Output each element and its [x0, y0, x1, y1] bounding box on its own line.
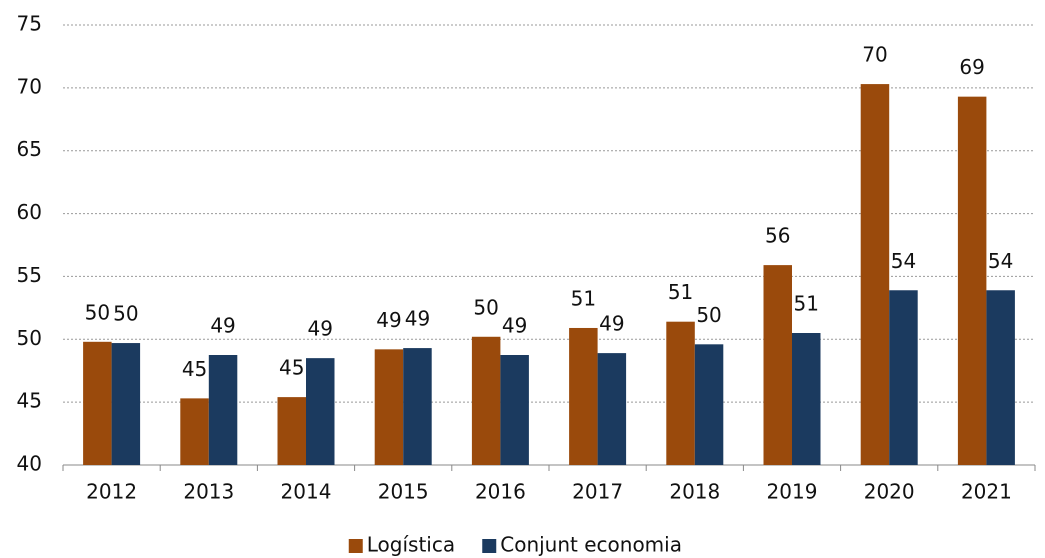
- y-tick-label: 75: [17, 12, 42, 36]
- bar: [957, 96, 987, 466]
- bar: [763, 265, 792, 465]
- bar: [208, 355, 238, 465]
- data-label: 49: [308, 317, 333, 341]
- y-tick-label: 70: [17, 74, 42, 98]
- x-tick-label: 2016: [475, 480, 526, 504]
- bar: [569, 327, 598, 465]
- bar: [111, 343, 141, 465]
- x-tick-label: 2021: [961, 480, 1012, 504]
- legend-label: Conjunt economia: [500, 533, 682, 557]
- legend-swatch: [348, 539, 363, 553]
- bar: [306, 358, 335, 465]
- bar: [471, 336, 501, 465]
- bar: [403, 348, 432, 465]
- y-tick-label: 65: [17, 137, 42, 161]
- bar: [889, 290, 918, 465]
- x-tick-label: 2020: [864, 480, 915, 504]
- bar: [180, 398, 209, 465]
- bar: [666, 321, 695, 465]
- bar: [694, 344, 724, 465]
- bar: [277, 397, 306, 465]
- y-tick-label: 50: [17, 326, 42, 350]
- data-label: 49: [502, 314, 527, 338]
- bar: [500, 355, 529, 465]
- bar: [83, 341, 112, 465]
- data-label: 45: [182, 357, 207, 381]
- data-label: 45: [279, 356, 304, 380]
- x-tick-label: 2015: [378, 480, 429, 504]
- y-tick-label: 60: [17, 200, 42, 224]
- data-label: 49: [599, 312, 624, 336]
- data-label: 49: [405, 307, 430, 331]
- data-label: 50: [85, 300, 110, 324]
- x-tick-label: 2018: [669, 480, 720, 504]
- data-label: 50: [696, 303, 721, 327]
- data-label: 49: [210, 314, 235, 338]
- x-tick-label: 2012: [86, 480, 137, 504]
- y-tick-label: 45: [17, 389, 42, 413]
- data-label: 51: [571, 286, 596, 310]
- data-label: 50: [113, 302, 138, 326]
- y-tick-label: 40: [17, 452, 42, 476]
- data-label: 70: [862, 43, 887, 67]
- data-label: 51: [668, 280, 693, 304]
- data-label: 69: [959, 55, 984, 79]
- bar: [374, 349, 404, 465]
- bar: [792, 333, 821, 465]
- bar: [597, 353, 627, 465]
- legend-label: Logística: [367, 533, 455, 557]
- bar: [986, 290, 1015, 465]
- data-label: 51: [794, 292, 819, 316]
- x-tick-label: 2014: [281, 480, 332, 504]
- data-label: 54: [988, 249, 1013, 273]
- data-label: 50: [473, 295, 498, 319]
- data-label: 56: [765, 224, 790, 248]
- legend-swatch: [482, 539, 497, 553]
- bar: [860, 84, 890, 465]
- x-tick-label: 2013: [183, 480, 234, 504]
- data-label: 49: [376, 308, 401, 332]
- data-label: 54: [891, 249, 916, 273]
- x-tick-label: 2019: [767, 480, 818, 504]
- x-tick-label: 2017: [572, 480, 623, 504]
- y-tick-label: 55: [17, 263, 42, 287]
